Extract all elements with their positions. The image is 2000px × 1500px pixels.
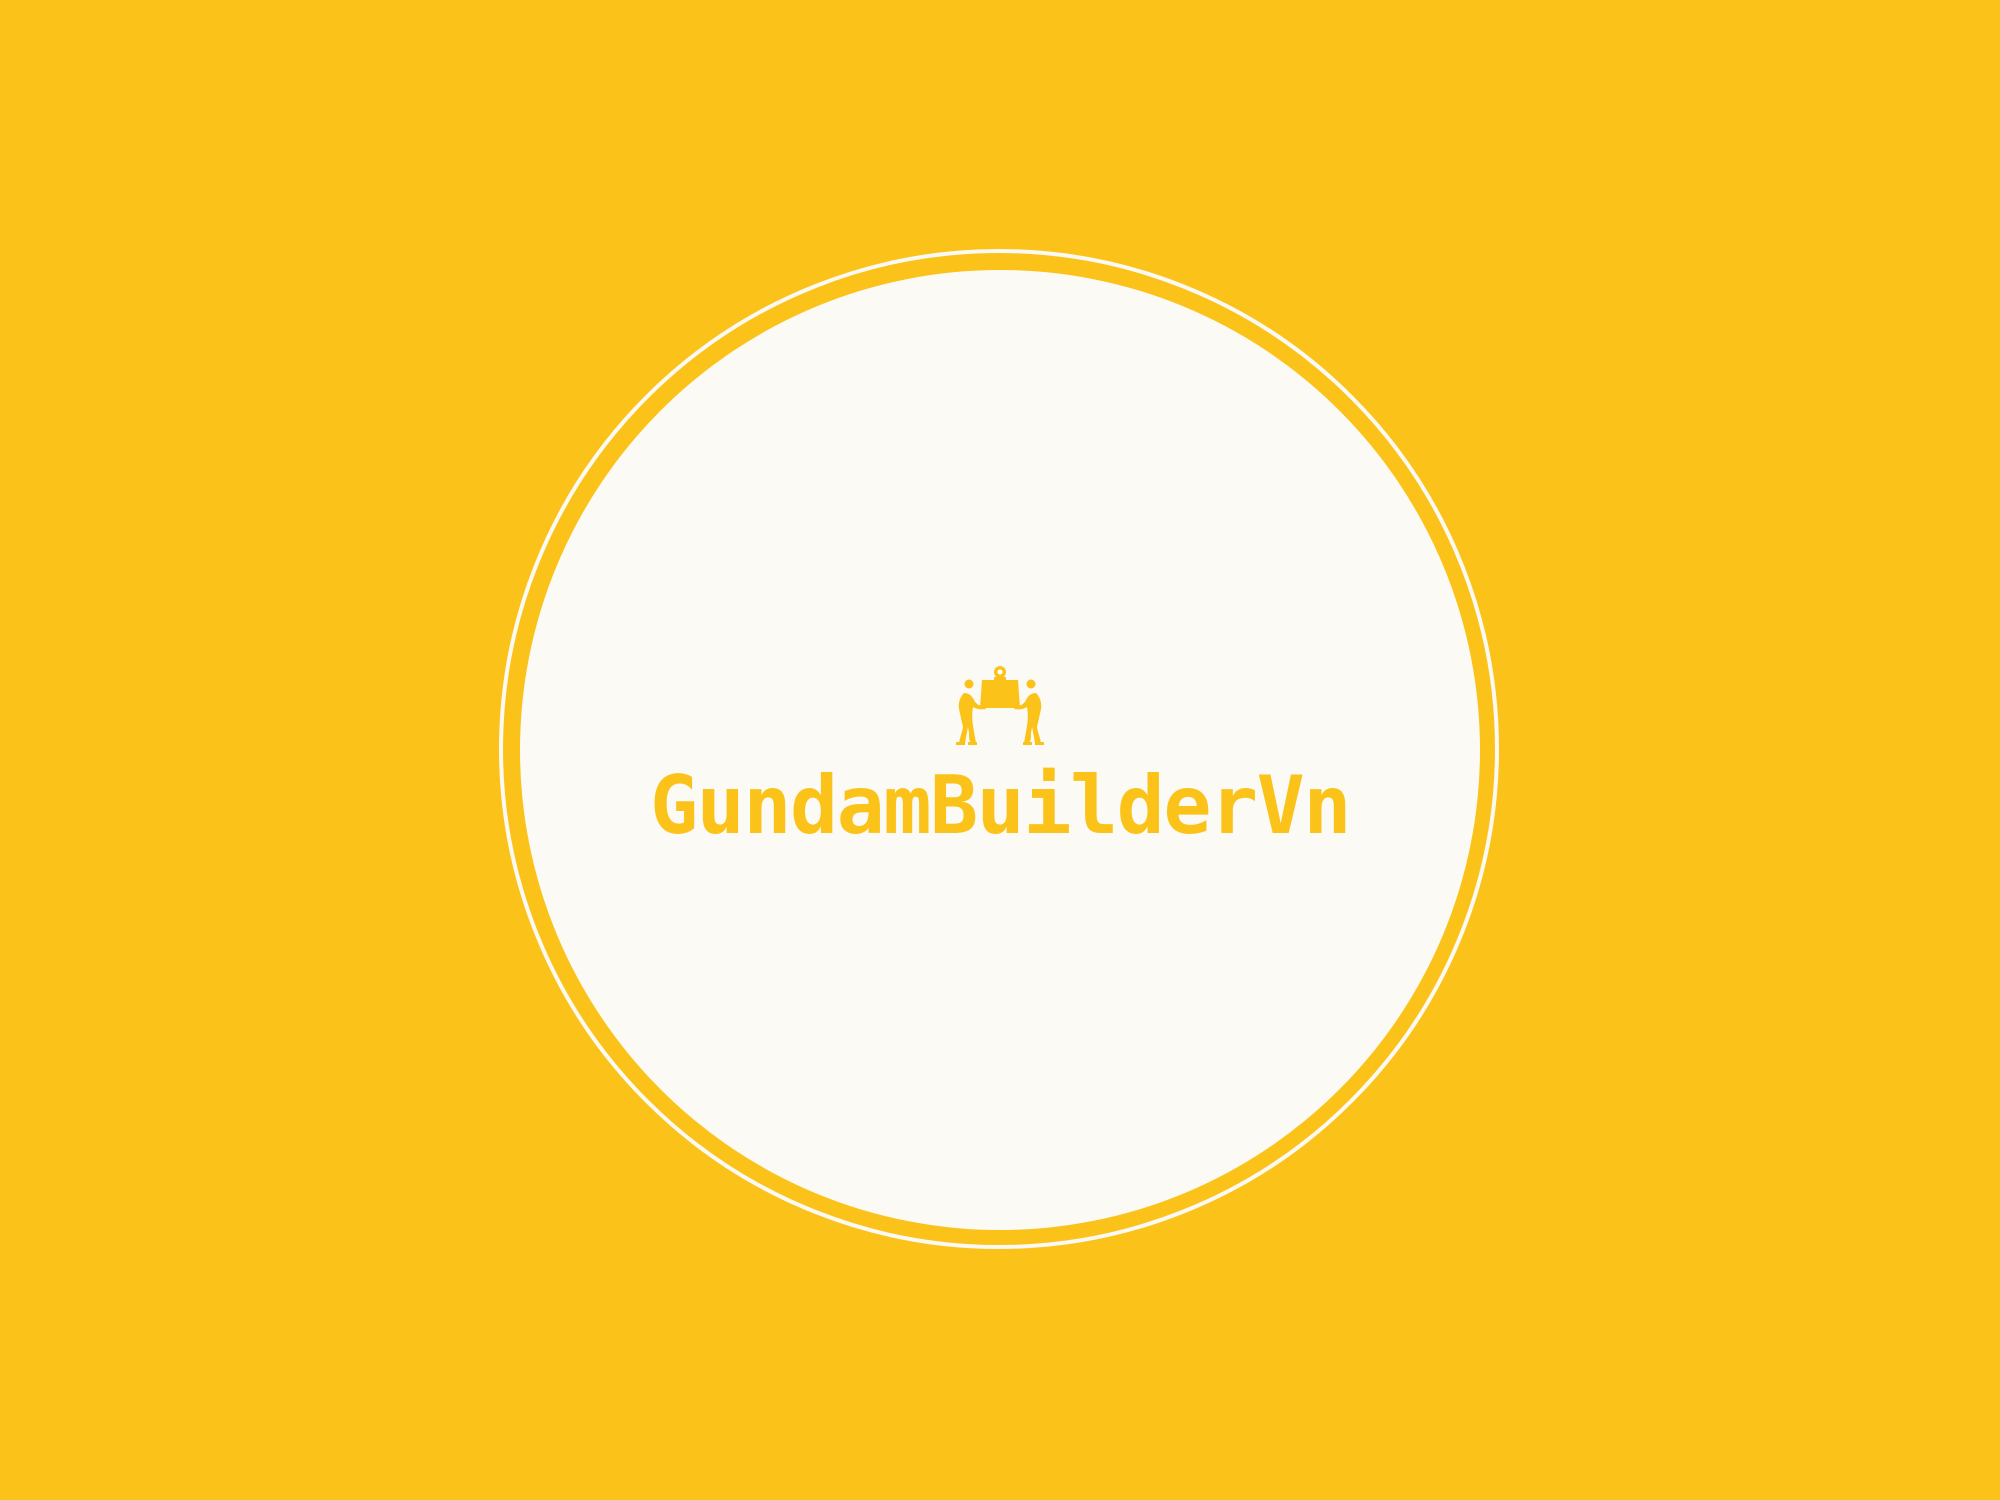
- logo-outer-ring: [499, 249, 1499, 1249]
- logo-badge-disc: [520, 270, 1480, 1230]
- two-people-carrying-box-icon: [956, 666, 1044, 745]
- brand-name: GundamBuilderVn: [650, 759, 1351, 852]
